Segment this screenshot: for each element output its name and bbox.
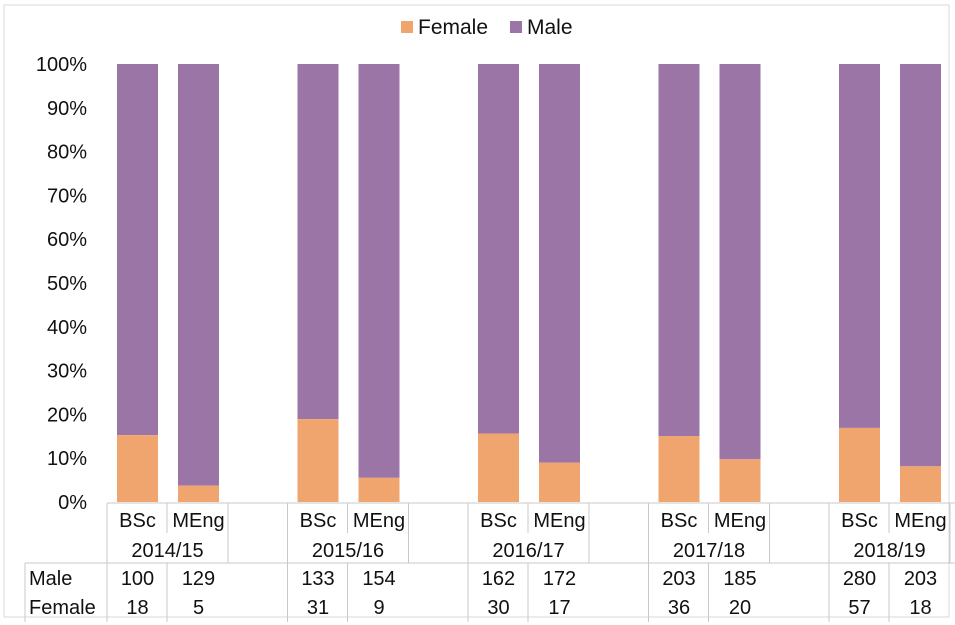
bar-female-2015-16-bsc (297, 419, 339, 502)
year-label: 2017/18 (673, 540, 745, 562)
bar-male-2016-17-meng (539, 64, 580, 463)
bar-male-2014-15-bsc (117, 64, 158, 436)
bar-female-2017-18-meng (719, 459, 761, 502)
y-tick-label: 0% (58, 492, 87, 514)
year-label: 2016/17 (492, 540, 564, 562)
y-tick-label: 20% (47, 404, 87, 426)
y-tick-label: 10% (47, 448, 87, 470)
category-label: BSc (661, 510, 698, 532)
table-value-female: 30 (487, 597, 509, 619)
table-value-female: 18 (909, 597, 931, 619)
y-tick-label: 80% (47, 142, 87, 164)
category-label: BSc (300, 510, 337, 532)
y-tick-label: 100% (36, 54, 87, 76)
table-value-male: 203 (662, 568, 695, 590)
y-tick-label: 40% (47, 317, 87, 339)
legend-swatch-female (401, 21, 413, 33)
y-tick-label: 90% (47, 98, 87, 120)
table-value-male: 162 (482, 568, 515, 590)
table-value-male: 133 (301, 568, 334, 590)
bar-male-2017-18-bsc (658, 64, 700, 437)
table-value-female: 57 (848, 597, 870, 619)
legend-label-female: Female (418, 16, 488, 39)
legend-swatch-male (510, 21, 522, 33)
category-label: MEng (714, 510, 766, 532)
bar-male-2016-17-bsc (478, 64, 519, 434)
category-label: BSc (841, 510, 878, 532)
table-value-female: 5 (193, 597, 204, 619)
bar-female-2016-17-bsc (478, 433, 519, 502)
year-label: 2015/16 (312, 540, 384, 562)
table-value-male: 129 (182, 568, 215, 590)
table-value-male: 154 (362, 568, 395, 590)
bar-female-2018-19-meng (900, 466, 941, 502)
table-value-female: 31 (307, 597, 329, 619)
table-value-male: 172 (543, 568, 576, 590)
category-label: MEng (172, 510, 224, 532)
category-label: MEng (533, 510, 585, 532)
chart-frame (3, 4, 950, 618)
bar-male-2014-15-meng (178, 64, 219, 486)
table-value-female: 36 (668, 597, 690, 619)
table-value-female: 17 (548, 597, 570, 619)
table-value-male: 280 (843, 568, 876, 590)
bar-male-2017-18-meng (719, 64, 761, 460)
category-label: BSc (119, 510, 156, 532)
year-label: 2014/15 (131, 540, 203, 562)
y-tick-label: 50% (47, 273, 87, 295)
bar-male-2015-16-meng (358, 64, 400, 478)
bar-male-2018-19-bsc (839, 64, 880, 428)
bar-female-2016-17-meng (539, 462, 580, 502)
table-value-female: 9 (373, 597, 384, 619)
bar-female-2014-15-bsc (117, 435, 158, 502)
category-label: MEng (353, 510, 405, 532)
bar-male-2018-19-meng (900, 64, 941, 467)
table-value-female: 20 (729, 597, 751, 619)
bar-male-2015-16-bsc (297, 64, 339, 420)
bar-female-2015-16-meng (358, 477, 400, 502)
year-label: 2018/19 (853, 540, 925, 562)
category-label: MEng (894, 510, 946, 532)
bar-female-2014-15-meng (178, 485, 219, 502)
table-value-male: 100 (121, 568, 154, 590)
bar-female-2017-18-bsc (658, 436, 700, 502)
legend-label-male: Male (527, 16, 573, 39)
table-value-female: 18 (126, 597, 148, 619)
y-tick-label: 60% (47, 229, 87, 251)
category-label: BSc (480, 510, 517, 532)
table-value-male: 203 (904, 568, 937, 590)
table-row-label-female: Female (29, 597, 96, 619)
table-value-male: 185 (723, 568, 756, 590)
bar-female-2018-19-bsc (839, 427, 880, 502)
y-tick-label: 30% (47, 361, 87, 383)
table-row-label-male: Male (29, 568, 72, 590)
y-tick-label: 70% (47, 185, 87, 207)
